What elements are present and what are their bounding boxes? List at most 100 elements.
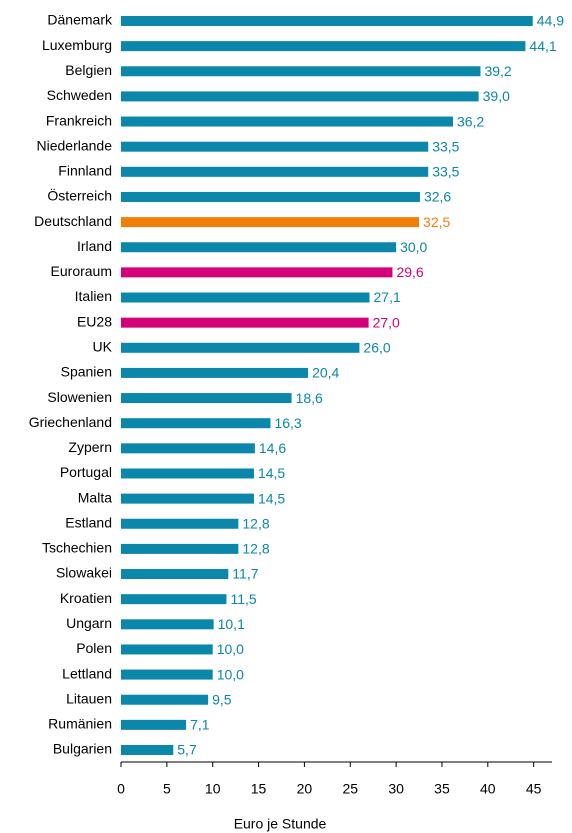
- y-tick-label: Spanien: [61, 364, 112, 380]
- bar: [121, 619, 214, 630]
- x-tick-label: 15: [251, 781, 267, 797]
- value-label: 10,0: [217, 641, 244, 657]
- bar: [121, 217, 420, 228]
- x-tick-label: 45: [526, 781, 542, 797]
- bar: [121, 518, 239, 529]
- bar: [121, 669, 213, 680]
- y-tick-label: Finnland: [58, 163, 112, 179]
- value-label: 27,0: [373, 314, 400, 330]
- y-tick-label: Luxemburg: [42, 37, 112, 53]
- x-tick-label: 40: [480, 781, 496, 797]
- bar: [121, 342, 360, 353]
- y-tick-label: Österreich: [47, 187, 112, 204]
- y-tick-label: Italien: [75, 288, 112, 304]
- y-tick-label: Rumänien: [48, 716, 112, 732]
- y-tick-label: EU28: [77, 313, 112, 329]
- value-label: 10,1: [218, 616, 245, 632]
- value-label: 16,3: [274, 415, 301, 431]
- bar: [121, 745, 174, 755]
- y-tick-label: Euroraum: [51, 263, 112, 279]
- value-label: 29,6: [396, 264, 423, 280]
- y-tick-label: Polen: [76, 640, 112, 656]
- y-tick-label: Estland: [65, 514, 112, 530]
- y-tick-label: Griechenland: [29, 414, 112, 430]
- bar: [121, 543, 239, 554]
- value-label: 9,5: [212, 691, 232, 707]
- value-label: 32,6: [424, 189, 451, 205]
- y-tick-label: Tschechien: [42, 540, 112, 556]
- value-label: 7,1: [190, 717, 210, 733]
- value-label: 11,5: [230, 591, 256, 607]
- x-axis-label: Euro je Stunde: [234, 816, 327, 832]
- value-label: 18,6: [296, 390, 323, 406]
- y-tick-label: Zypern: [68, 439, 112, 455]
- x-tick-label: 30: [388, 781, 404, 797]
- value-label: 5,7: [177, 742, 197, 758]
- value-label: 20,4: [312, 365, 339, 381]
- value-label: 27,1: [374, 289, 401, 305]
- bar: [121, 191, 420, 202]
- y-tick-label: UK: [93, 338, 113, 354]
- value-label: 36,2: [457, 113, 484, 129]
- y-tick-label: Slowakei: [56, 565, 112, 581]
- value-label: 14,6: [259, 440, 286, 456]
- y-tick-label: Litauen: [66, 690, 112, 706]
- bar: [121, 141, 429, 152]
- bar: [121, 242, 397, 253]
- x-tick-label: 20: [297, 781, 313, 797]
- x-tick-label: 0: [117, 781, 125, 797]
- bar: [121, 569, 229, 580]
- value-label: 33,5: [432, 164, 459, 180]
- bar: [121, 694, 209, 705]
- value-label: 39,0: [483, 88, 510, 104]
- y-tick-label: Deutschland: [34, 213, 112, 229]
- y-tick-label: Kroatien: [60, 590, 112, 606]
- y-tick-label: Lettland: [62, 665, 112, 681]
- y-tick-label: Malta: [78, 489, 112, 505]
- value-label: 11,7: [232, 566, 258, 582]
- bar: [121, 644, 213, 655]
- y-tick-label: Irland: [77, 238, 112, 254]
- y-tick-label: Bulgarien: [53, 741, 112, 757]
- x-tick-label: 10: [205, 781, 221, 797]
- bar: [121, 393, 292, 404]
- bar: [121, 468, 254, 479]
- bar: [121, 292, 370, 303]
- y-tick-label: Ungarn: [66, 615, 112, 631]
- bar: [121, 116, 453, 127]
- bar: [121, 367, 309, 378]
- bar: [121, 719, 187, 730]
- y-tick-label: Schweden: [47, 87, 112, 103]
- bar: [121, 267, 393, 278]
- bar: [121, 594, 227, 605]
- bar: [121, 91, 479, 102]
- value-label: 44,1: [529, 38, 556, 54]
- y-tick-label: Dänemark: [47, 12, 113, 28]
- x-tick-label: 5: [163, 781, 171, 797]
- value-label: 12,8: [242, 541, 269, 557]
- value-label: 26,0: [363, 339, 390, 355]
- bar: [121, 66, 481, 77]
- value-label: 12,8: [242, 515, 269, 531]
- value-label: 39,2: [484, 63, 511, 79]
- y-tick-label: Slowenien: [47, 389, 112, 405]
- value-label: 33,5: [432, 138, 459, 154]
- bar: [121, 41, 526, 52]
- bar: [121, 443, 255, 454]
- y-tick-label: Portugal: [60, 464, 112, 480]
- value-label: 10,0: [217, 666, 244, 682]
- value-label: 14,5: [258, 490, 285, 506]
- bar: [121, 166, 429, 177]
- x-tick-label: 25: [342, 781, 358, 797]
- value-label: 30,0: [400, 239, 427, 255]
- bar: [121, 493, 254, 504]
- value-label: 44,9: [537, 13, 564, 29]
- bar: [121, 16, 533, 26]
- y-tick-label: Niederlande: [37, 137, 113, 153]
- y-tick-label: Frankreich: [46, 112, 112, 128]
- y-tick-label: Belgien: [65, 62, 112, 78]
- bar: [121, 317, 369, 328]
- value-label: 14,5: [258, 465, 285, 481]
- value-label: 32,5: [423, 214, 450, 230]
